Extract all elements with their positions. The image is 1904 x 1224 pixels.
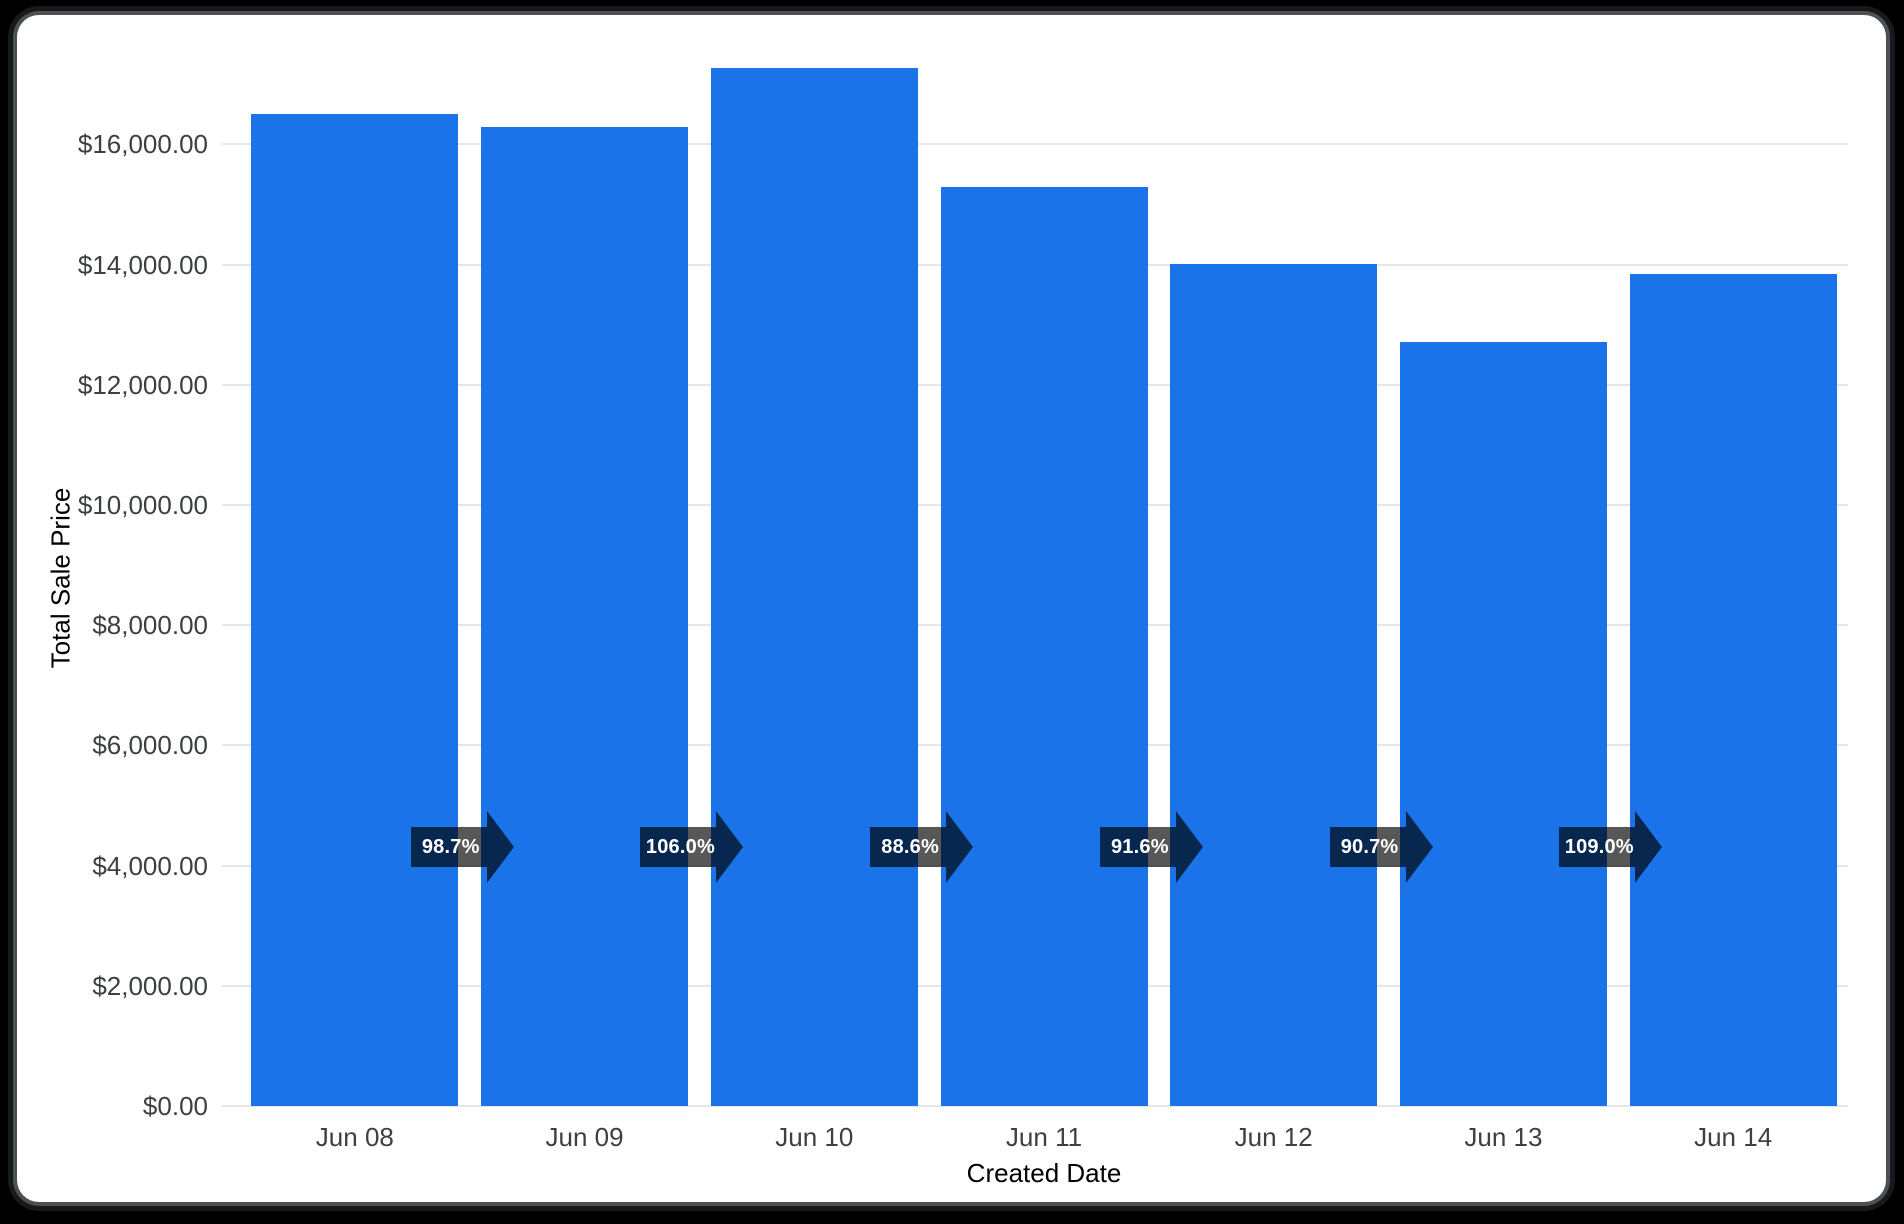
arrow-right-icon — [1099, 811, 1203, 883]
pct-change-label: 106.0% — [645, 836, 715, 858]
pct-change-badge: 109.0% — [1559, 810, 1663, 884]
x-tick-label: Jun 14 — [1694, 1122, 1773, 1152]
x-axis-title: Created Date — [966, 1158, 1122, 1188]
gridline — [222, 143, 1848, 146]
pct-change-label: 109.0% — [1564, 836, 1634, 858]
y-tick-label: $2,000.00 — [92, 970, 208, 1001]
pct-change-badge: 98.7% — [410, 810, 515, 884]
pct-change-badge: 88.6% — [870, 810, 974, 884]
bar-jun-13[interactable] — [1399, 342, 1607, 1106]
x-tick-label: Jun 13 — [1464, 1122, 1543, 1152]
arrow-right-icon — [870, 811, 974, 883]
y-tick-label: $14,000.00 — [77, 249, 208, 280]
y-tick-label: $6,000.00 — [92, 730, 208, 761]
y-tick-label: $12,000.00 — [77, 369, 208, 400]
pct-change-badge: 90.7% — [1329, 810, 1434, 884]
x-tick-label: Jun 12 — [1234, 1122, 1313, 1152]
pct-change-label: 90.7% — [1340, 836, 1399, 858]
pct-change-badge: 106.0% — [640, 810, 744, 884]
gridline — [222, 1105, 1848, 1107]
arrow-right-icon — [1329, 811, 1433, 883]
pct-change-label: 88.6% — [881, 836, 939, 858]
arrow-right-icon — [410, 811, 514, 883]
pct-change-label: 98.7% — [421, 836, 480, 858]
x-tick-label: Jun 10 — [775, 1122, 854, 1152]
bar-jun-11[interactable] — [940, 186, 1148, 1106]
x-tick-label: Jun 11 — [1005, 1122, 1083, 1152]
chart-card: Total Sale Price Created Date $0.00 $2,00… — [17, 15, 1886, 1202]
bar-jun-12[interactable] — [1170, 263, 1378, 1106]
y-tick-label: $8,000.00 — [92, 610, 208, 641]
bar-jun-10[interactable] — [710, 68, 918, 1106]
y-tick-label: $10,000.00 — [77, 490, 208, 520]
pct-change-badge: 91.6% — [1099, 810, 1204, 884]
bar-jun-09[interactable] — [481, 127, 689, 1106]
y-tick-label: $4,000.00 — [92, 850, 208, 881]
arrow-right-icon — [1559, 811, 1663, 883]
pct-change-label: 91.6% — [1110, 836, 1169, 858]
y-tick-label: $0.00 — [142, 1091, 208, 1121]
x-tick-label: Jun 09 — [545, 1122, 624, 1152]
x-tick-label: Jun 08 — [315, 1122, 394, 1152]
y-tick-label: $16,000.00 — [77, 129, 208, 160]
arrow-right-icon — [640, 811, 744, 883]
bar-jun-14[interactable] — [1629, 273, 1837, 1106]
bar-jun-08[interactable] — [251, 114, 459, 1106]
